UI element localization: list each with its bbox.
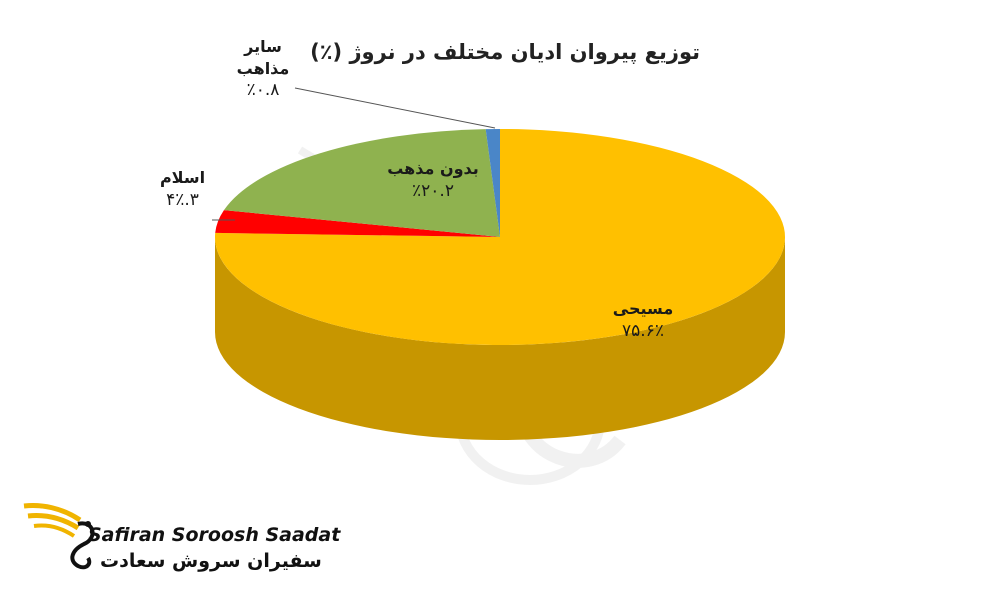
slice-other-religions [485, 129, 500, 237]
slice-name: سایر مذاهب [236, 37, 290, 78]
slice-label-other-religions: سایر مذاهب ٠.٨٪ [218, 36, 308, 102]
slice-label-no-religion: بدون مذهب ٢٠.٢٪ [368, 158, 498, 203]
slice-value: ٢٠.٢٪ [412, 180, 454, 201]
slice-no-religion [223, 129, 500, 237]
logo-text-en: Safiran Soroosh Saadat [88, 524, 341, 546]
slice-name: مسیحی [612, 299, 674, 318]
bird-logo-icon [23, 503, 95, 570]
slice-islam [215, 210, 500, 237]
slice-label-christian: مسیحی ٧۵.۶٪ [588, 298, 698, 343]
slice-label-islam: اسلام ٣.۴٪ [140, 167, 225, 212]
company-logo: Safiran Soroosh Saadat سفیران سروش سعادت [22, 494, 340, 584]
logo-text-fa: سفیران سروش سعادت [100, 550, 322, 572]
slice-christian-side [215, 237, 785, 440]
slice-name: بدون مذهب [387, 159, 479, 178]
slice-value: ٣.۴٪ [166, 189, 199, 210]
chart-title: توزیع پیروان ادیان مختلف در نروژ (٪) [310, 40, 700, 64]
slice-value: ٧۵.۶٪ [622, 320, 664, 341]
slice-value: ٠.٨٪ [246, 80, 280, 101]
leader-line-other-religions [294, 87, 496, 129]
slice-name: اسلام [159, 168, 206, 187]
